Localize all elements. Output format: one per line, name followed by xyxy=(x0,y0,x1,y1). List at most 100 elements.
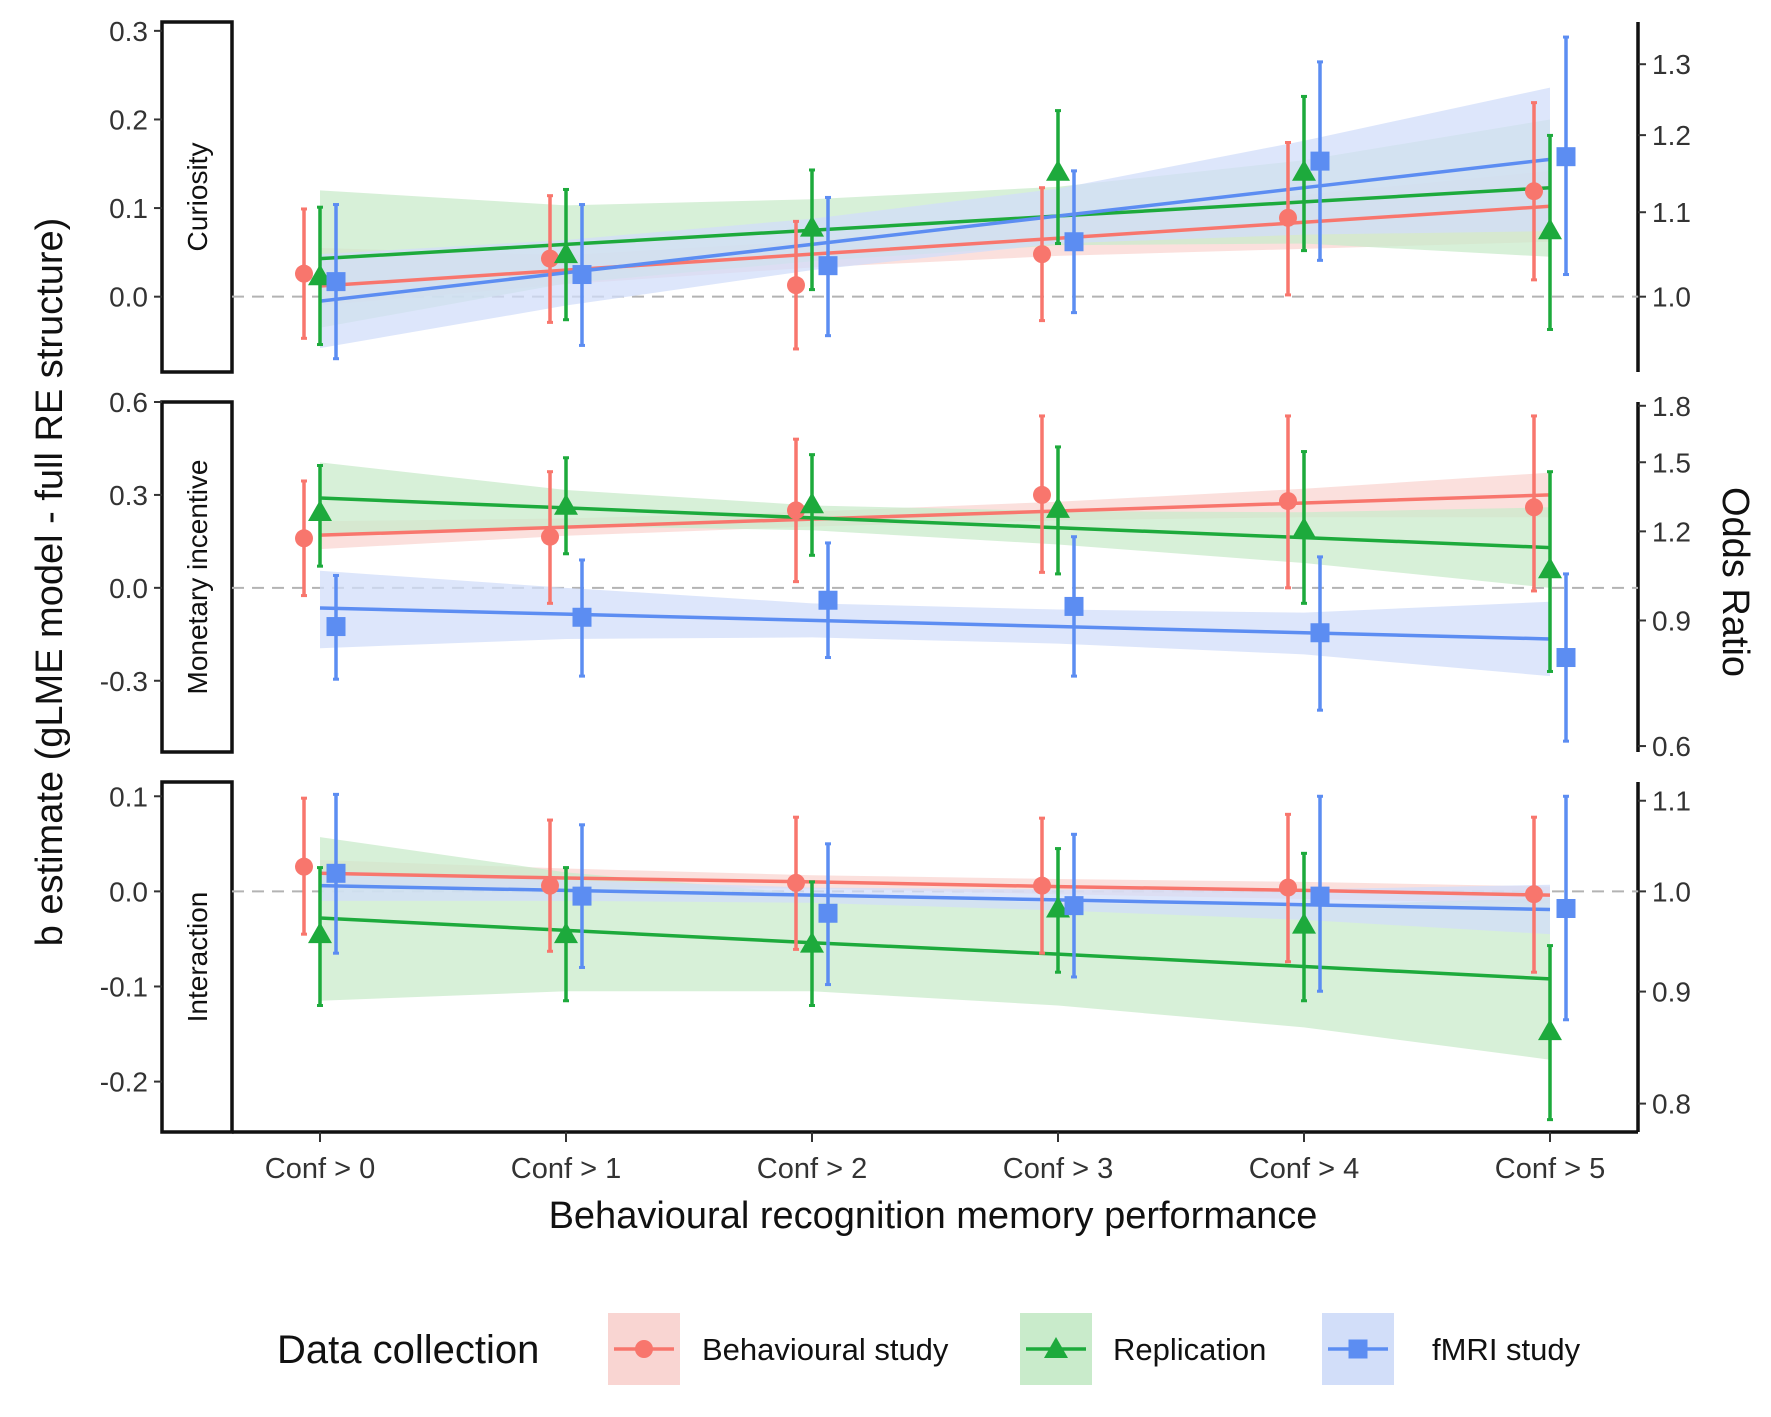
y-tick-label: 0.1 xyxy=(109,781,148,812)
legend-key-marker xyxy=(1348,1339,1368,1359)
y-tick-label: 0.0 xyxy=(109,282,148,313)
data-point xyxy=(1046,896,1070,918)
confidence-band-1 xyxy=(320,462,1550,588)
data-point xyxy=(800,215,824,237)
legend-label: Replication xyxy=(1113,1332,1266,1367)
data-point xyxy=(1279,208,1297,227)
y-tick-label: 0.1 xyxy=(109,193,148,224)
data-point xyxy=(1292,516,1316,538)
fit-line-0 xyxy=(319,871,1551,897)
data-point xyxy=(1292,159,1316,181)
x-tick-label: Conf > 4 xyxy=(1249,1153,1359,1185)
y-tick-label: 0.0 xyxy=(109,876,148,907)
data-point xyxy=(295,264,313,283)
right-tick-label: 0.8 xyxy=(1652,1089,1691,1120)
data-point xyxy=(295,857,313,876)
data-point xyxy=(1046,159,1070,181)
y-axis-title: b estimate (gLME model - full RE structu… xyxy=(29,218,71,947)
y-tick-label: 0.3 xyxy=(109,480,148,511)
x-tick-label: Conf > 2 xyxy=(757,1153,867,1185)
fit-line-1 xyxy=(319,185,1551,261)
data-point xyxy=(1538,557,1562,579)
data-point xyxy=(818,590,838,610)
right-tick-label: 1.2 xyxy=(1652,516,1691,547)
data-point xyxy=(1556,147,1576,167)
legend-key-marker xyxy=(1044,1337,1068,1358)
right-tick-label: 1.1 xyxy=(1652,197,1691,228)
data-point xyxy=(572,607,592,627)
data-point xyxy=(1538,1019,1562,1041)
data-point xyxy=(308,499,332,521)
strip-box xyxy=(160,400,234,754)
legend-title: Data collection xyxy=(277,1328,539,1372)
data-point xyxy=(541,249,559,268)
y-tick-label: 0.0 xyxy=(109,573,148,604)
confidence-band-2 xyxy=(320,870,1550,935)
fit-line-0 xyxy=(319,493,1551,537)
y-tick-label: -0.3 xyxy=(100,666,148,697)
strip-box xyxy=(160,20,234,374)
right-tick-label: 1.0 xyxy=(1652,282,1691,313)
legend-key-marker xyxy=(635,1340,653,1358)
fit-line-2 xyxy=(319,157,1551,303)
right-tick-label: 0.9 xyxy=(1652,977,1691,1008)
data-point xyxy=(1292,912,1316,934)
data-point xyxy=(787,873,805,892)
x-tick-label: Conf > 1 xyxy=(511,1153,621,1185)
y-tick-label: 0.6 xyxy=(109,387,148,418)
fit-line-0 xyxy=(319,204,1551,288)
data-point xyxy=(1556,648,1576,668)
y-tick-label: -0.2 xyxy=(100,1067,148,1098)
data-point xyxy=(1310,623,1330,643)
right-tick-label: 1.8 xyxy=(1652,391,1691,422)
data-point xyxy=(818,903,838,923)
data-point xyxy=(1525,182,1543,201)
y-axis-right-title: Odds Ratio xyxy=(1714,487,1756,677)
data-point xyxy=(295,529,313,548)
strip-label: Monetary incentive xyxy=(182,459,213,694)
data-point xyxy=(326,863,346,883)
data-point xyxy=(308,922,332,944)
data-point xyxy=(326,617,346,637)
confidence-band-2 xyxy=(320,87,1550,349)
right-tick-label: 1.5 xyxy=(1652,447,1691,478)
data-point xyxy=(1033,485,1051,504)
data-point xyxy=(541,876,559,895)
legend-entry-2: fMRI study xyxy=(1322,1313,1581,1385)
strip-label: Curiosity xyxy=(182,143,213,252)
data-point xyxy=(787,501,805,520)
right-tick-label: 0.9 xyxy=(1652,605,1691,636)
x-tick-label: Conf > 3 xyxy=(1003,1153,1113,1185)
data-point xyxy=(1064,896,1084,916)
strip-label: Interaction xyxy=(182,892,213,1023)
x-tick-label: Conf > 0 xyxy=(265,1153,375,1185)
data-point xyxy=(1046,496,1070,518)
legend-label: Behavioural study xyxy=(702,1332,949,1367)
y-tick-label: -0.1 xyxy=(100,971,148,1002)
data-point xyxy=(800,492,824,514)
data-point xyxy=(1033,245,1051,264)
data-point xyxy=(308,264,332,286)
strip-box xyxy=(160,780,234,1134)
data-point xyxy=(1033,876,1051,895)
data-point xyxy=(554,493,578,515)
x-axis-title: Behavioural recognition memory performan… xyxy=(549,1195,1318,1237)
fit-line-2 xyxy=(319,606,1551,641)
right-tick-label: 1.0 xyxy=(1652,876,1691,907)
data-point xyxy=(1310,151,1330,171)
data-point xyxy=(541,527,559,546)
legend-label: fMRI study xyxy=(1432,1332,1581,1367)
data-point xyxy=(1279,492,1297,511)
fit-line-1 xyxy=(319,916,1551,981)
data-point xyxy=(1279,878,1297,897)
data-point xyxy=(1064,596,1084,616)
chart-plot-area: Curiosity 0.3 0.2 0.1 0.0 1.3 1.2 1.1 1.0 Monetar… xyxy=(100,16,1691,1385)
legend-entry-1: Replication xyxy=(1020,1313,1266,1385)
x-tick-label: Conf > 5 xyxy=(1495,1153,1605,1185)
right-tick-label: 1.1 xyxy=(1652,786,1691,817)
panel-2: Interaction 0.1 0.0 -0.1 -0.2 1.1 1.0 0.9 0.8 xyxy=(100,780,1691,1134)
right-tick-label: 1.3 xyxy=(1652,49,1691,80)
data-point xyxy=(554,242,578,264)
data-point xyxy=(787,276,805,295)
